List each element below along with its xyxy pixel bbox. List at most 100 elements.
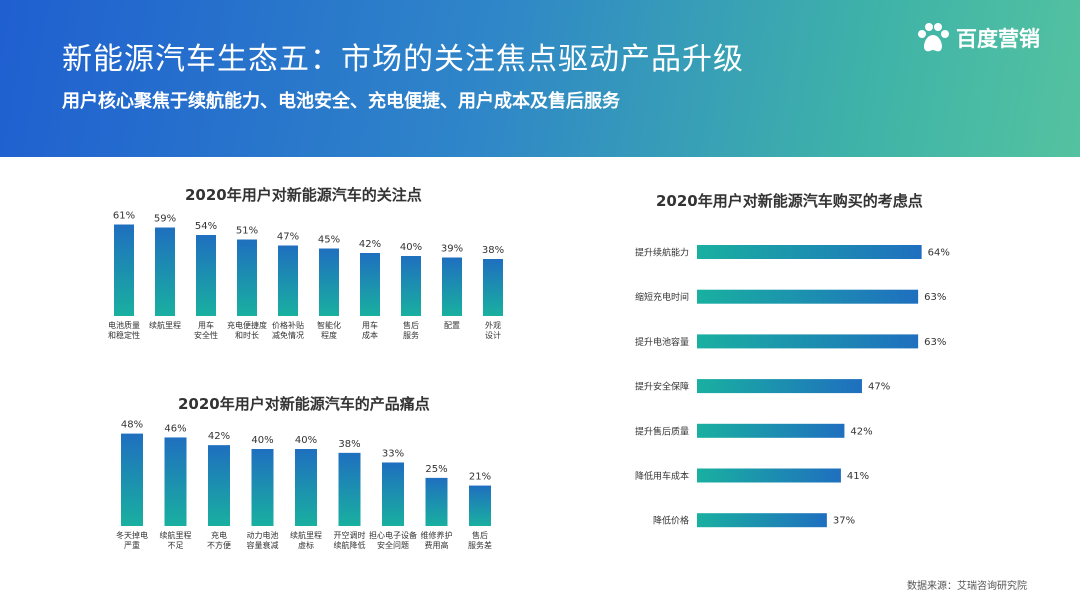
value-label-concerns-3: 51% [236, 226, 258, 237]
category-label-pain-1: 续航里程 [160, 530, 192, 540]
category-label-concerns-1: 续航里程 [149, 320, 181, 330]
value-label-concerns-5: 45% [318, 235, 340, 246]
bar-purchase-6 [697, 513, 827, 528]
value-label-pain-7: 25% [425, 464, 447, 475]
value-label-pain-3: 40% [251, 435, 273, 446]
bar-pain-7 [425, 477, 448, 526]
category-label-concerns-6: 成本 [362, 330, 378, 340]
data-source: 数据来源：艾瑞咨询研究院 [907, 581, 1027, 592]
category-label-concerns-7: 售后 [403, 320, 419, 330]
bar-concerns-2 [196, 235, 216, 316]
category-label-concerns-2: 用车 [198, 320, 214, 330]
value-label-concerns-2: 54% [195, 221, 217, 232]
bar-concerns-1 [155, 227, 175, 316]
bar-purchase-4 [697, 423, 845, 438]
bar-purchase-0 [697, 245, 922, 259]
page-title: 新能源汽车生态五：市场的关注焦点驱动产品升级 [62, 42, 744, 77]
header-banner: 新能源汽车生态五：市场的关注焦点驱动产品升级 用户核心聚焦于续航能力、电池安全、… [0, 0, 1080, 157]
category-label-pain-4: 虚标 [298, 540, 314, 550]
category-label-purchase-4: 提升售后质量 [635, 425, 689, 437]
bar-pain-3 [251, 449, 274, 526]
value-label-purchase-0: 64% [928, 248, 950, 259]
value-label-concerns-1: 59% [154, 214, 176, 225]
category-label-concerns-3: 和时长 [235, 330, 259, 340]
bar-concerns-5 [319, 248, 339, 316]
value-label-concerns-8: 39% [441, 244, 463, 255]
value-label-purchase-1: 63% [924, 292, 946, 303]
category-label-pain-0: 严重 [124, 540, 140, 550]
bar-pain-4 [295, 449, 317, 526]
category-label-concerns-4: 价格补贴 [272, 320, 304, 330]
category-label-pain-4: 续航里程 [290, 530, 322, 540]
logo-text: 百度营销 [956, 27, 1040, 51]
category-label-pain-7: 费用高 [425, 540, 449, 550]
bar-pain-2 [208, 445, 230, 526]
category-label-concerns-6: 用车 [362, 320, 378, 330]
category-label-pain-1: 不足 [168, 541, 184, 550]
category-label-pain-3: 容量衰减 [247, 540, 279, 550]
bar-pain-1 [164, 437, 187, 526]
value-label-pain-2: 42% [208, 431, 230, 442]
category-label-pain-0: 冬天掉电 [116, 530, 148, 540]
value-label-concerns-4: 47% [277, 232, 299, 243]
category-label-concerns-9: 设计 [485, 330, 501, 340]
category-label-purchase-5: 降低用车成本 [635, 470, 689, 482]
chart-title-pain-points: 2020年用户对新能源汽车的产品痛点 [178, 395, 430, 413]
bar-pain-6 [382, 462, 404, 526]
category-label-concerns-4: 减免情况 [272, 330, 304, 340]
category-label-purchase-0: 提升续航能力 [635, 247, 689, 259]
bar-concerns-6 [360, 253, 380, 316]
bar-purchase-5 [697, 468, 841, 483]
bar-purchase-3 [697, 379, 862, 394]
value-label-pain-5: 38% [338, 439, 360, 450]
bar-purchase-1 [697, 289, 919, 304]
category-label-pain-3: 动力电池 [247, 530, 279, 540]
value-label-concerns-6: 42% [359, 239, 381, 250]
value-label-purchase-2: 63% [924, 337, 946, 348]
value-label-pain-1: 46% [164, 423, 186, 434]
category-label-pain-5: 开空调时 [334, 530, 366, 540]
bar-pain-8 [469, 485, 491, 526]
bar-concerns-3 [237, 239, 257, 316]
bar-concerns-0 [114, 224, 134, 316]
bar-concerns-8 [442, 257, 462, 316]
bar-pain-5 [338, 452, 361, 526]
category-label-concerns-9: 外观 [485, 320, 501, 330]
category-label-pain-2: 充电 [211, 530, 227, 540]
category-label-purchase-3: 提升安全保障 [635, 381, 689, 393]
category-label-pain-7: 维修养护 [421, 530, 453, 540]
category-label-concerns-3: 充电便捷度 [227, 320, 267, 330]
value-label-purchase-6: 37% [833, 516, 855, 527]
baidu-logo: 百度营销 [916, 22, 1040, 54]
category-label-concerns-8: 配置 [444, 321, 460, 330]
category-label-pain-2: 不方便 [207, 540, 231, 550]
bar-pain-0 [121, 433, 143, 526]
chart-title-concerns: 2020年用户对新能源汽车的关注点 [185, 186, 422, 204]
value-label-pain-6: 33% [382, 448, 404, 459]
chart-title-purchase-factors: 2020年用户对新能源汽车购买的考虑点 [656, 192, 923, 210]
page-subtitle: 用户核心聚焦于续航能力、电池安全、充电便捷、用户成本及售后服务 [62, 91, 620, 112]
value-label-pain-4: 40% [295, 435, 317, 446]
category-label-concerns-5: 程度 [321, 330, 337, 340]
category-label-pain-8: 服务差 [468, 540, 492, 550]
bar-concerns-7 [401, 256, 421, 316]
value-label-pain-0: 48% [121, 420, 143, 431]
value-label-purchase-3: 47% [868, 382, 890, 393]
baidu-paw-icon [918, 23, 949, 52]
bar-purchase-2 [697, 334, 919, 349]
category-label-pain-8: 售后 [472, 530, 488, 540]
category-label-concerns-7: 服务 [403, 330, 419, 340]
category-label-concerns-2: 安全性 [194, 330, 218, 340]
category-label-pain-6: 担心电子设备 [369, 530, 417, 540]
category-label-concerns-5: 智能化 [317, 320, 341, 330]
value-label-concerns-7: 40% [400, 242, 422, 253]
value-label-concerns-9: 38% [482, 245, 504, 256]
category-label-purchase-2: 提升电池容量 [635, 336, 689, 348]
category-label-pain-5: 续航降低 [334, 540, 366, 550]
bar-concerns-9 [483, 259, 503, 316]
category-label-purchase-6: 降低价格 [653, 515, 689, 527]
value-label-pain-8: 21% [469, 472, 491, 483]
value-label-purchase-4: 42% [850, 426, 872, 437]
category-label-concerns-0: 和稳定性 [108, 330, 140, 340]
